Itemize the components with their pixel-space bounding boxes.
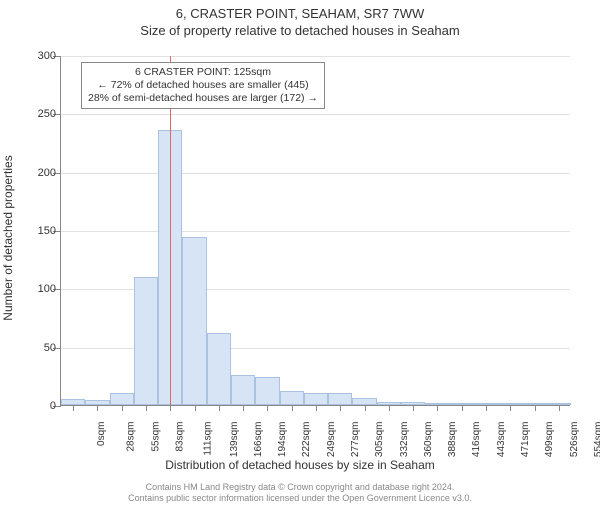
- histogram-bar: [280, 391, 304, 405]
- x-tick-label: 55sqm: [150, 422, 161, 452]
- x-tick-label: 249sqm: [326, 422, 337, 458]
- x-axis-label: Distribution of detached houses by size …: [0, 458, 600, 472]
- x-tick: [146, 405, 147, 411]
- x-tick: [219, 405, 220, 411]
- x-tick-label: 443sqm: [496, 422, 507, 458]
- x-tick-label: 388sqm: [447, 422, 458, 458]
- histogram-bar: [134, 277, 158, 405]
- x-tick-label: 0sqm: [96, 422, 107, 446]
- x-tick-label: 499sqm: [544, 422, 555, 458]
- x-tick-label: 222sqm: [302, 422, 313, 458]
- x-tick-label: 360sqm: [423, 422, 434, 458]
- x-tick: [486, 405, 487, 411]
- x-tick-label: 28sqm: [126, 422, 137, 452]
- x-tick-label: 139sqm: [229, 422, 240, 458]
- x-tick: [292, 405, 293, 411]
- grid-line: [61, 231, 570, 232]
- grid-line: [61, 114, 570, 115]
- footer-attribution: Contains HM Land Registry data © Crown c…: [0, 482, 600, 504]
- x-tick: [122, 405, 123, 411]
- x-tick-label: 194sqm: [277, 422, 288, 458]
- callout-line3: 28% of semi-detached houses are larger (…: [88, 92, 318, 105]
- x-tick-label: 166sqm: [253, 422, 264, 458]
- y-tick-label: 100: [16, 283, 56, 295]
- x-tick: [316, 405, 317, 411]
- page-subtitle: Size of property relative to detached ho…: [0, 23, 600, 38]
- marker-callout: 6 CRASTER POINT: 125sqm← 72% of detached…: [81, 62, 325, 109]
- y-tick-label: 50: [16, 342, 56, 354]
- x-tick-label: 111sqm: [203, 422, 214, 456]
- x-tick-label: 332sqm: [399, 422, 410, 458]
- x-tick-label: 526sqm: [569, 422, 580, 458]
- x-tick: [437, 405, 438, 411]
- x-tick-label: 83sqm: [175, 422, 186, 452]
- x-tick: [559, 405, 560, 411]
- x-tick-label: 416sqm: [472, 422, 483, 458]
- x-tick-label: 471sqm: [520, 422, 531, 458]
- x-tick: [243, 405, 244, 411]
- x-tick-label: 554sqm: [593, 422, 600, 458]
- x-tick: [195, 405, 196, 411]
- y-tick-label: 200: [16, 167, 56, 179]
- footer-line1: Contains HM Land Registry data © Crown c…: [0, 482, 600, 493]
- y-tick-label: 300: [16, 50, 56, 62]
- histogram-bar: [352, 398, 376, 405]
- histogram-chart: 0501001502002503000sqm28sqm55sqm83sqm111…: [60, 56, 570, 406]
- x-tick: [365, 405, 366, 411]
- x-tick: [170, 405, 171, 411]
- grid-line: [61, 173, 570, 174]
- x-tick: [97, 405, 98, 411]
- y-axis-label: Number of detached properties: [1, 155, 15, 320]
- x-tick: [510, 405, 511, 411]
- page-title-address: 6, CRASTER POINT, SEAHAM, SR7 7WW: [0, 6, 600, 21]
- x-tick-label: 305sqm: [374, 422, 385, 458]
- histogram-bar: [182, 237, 206, 405]
- x-tick: [413, 405, 414, 411]
- x-tick-label: 277sqm: [350, 422, 361, 458]
- x-tick: [535, 405, 536, 411]
- x-tick: [340, 405, 341, 411]
- callout-line2: ← 72% of detached houses are smaller (44…: [88, 79, 318, 92]
- x-tick: [267, 405, 268, 411]
- histogram-bar: [207, 333, 231, 405]
- x-tick: [389, 405, 390, 411]
- histogram-bar: [110, 393, 134, 405]
- y-tick-label: 0: [16, 400, 56, 412]
- histogram-bar: [231, 375, 255, 405]
- histogram-bar: [304, 393, 328, 405]
- grid-line: [61, 56, 570, 57]
- callout-line1: 6 CRASTER POINT: 125sqm: [88, 66, 318, 79]
- x-tick: [462, 405, 463, 411]
- histogram-bar: [255, 377, 279, 405]
- x-tick: [73, 405, 74, 411]
- y-tick-label: 250: [16, 108, 56, 120]
- footer-line2: Contains public sector information licen…: [0, 493, 600, 504]
- histogram-bar: [328, 393, 352, 405]
- y-tick-label: 150: [16, 225, 56, 237]
